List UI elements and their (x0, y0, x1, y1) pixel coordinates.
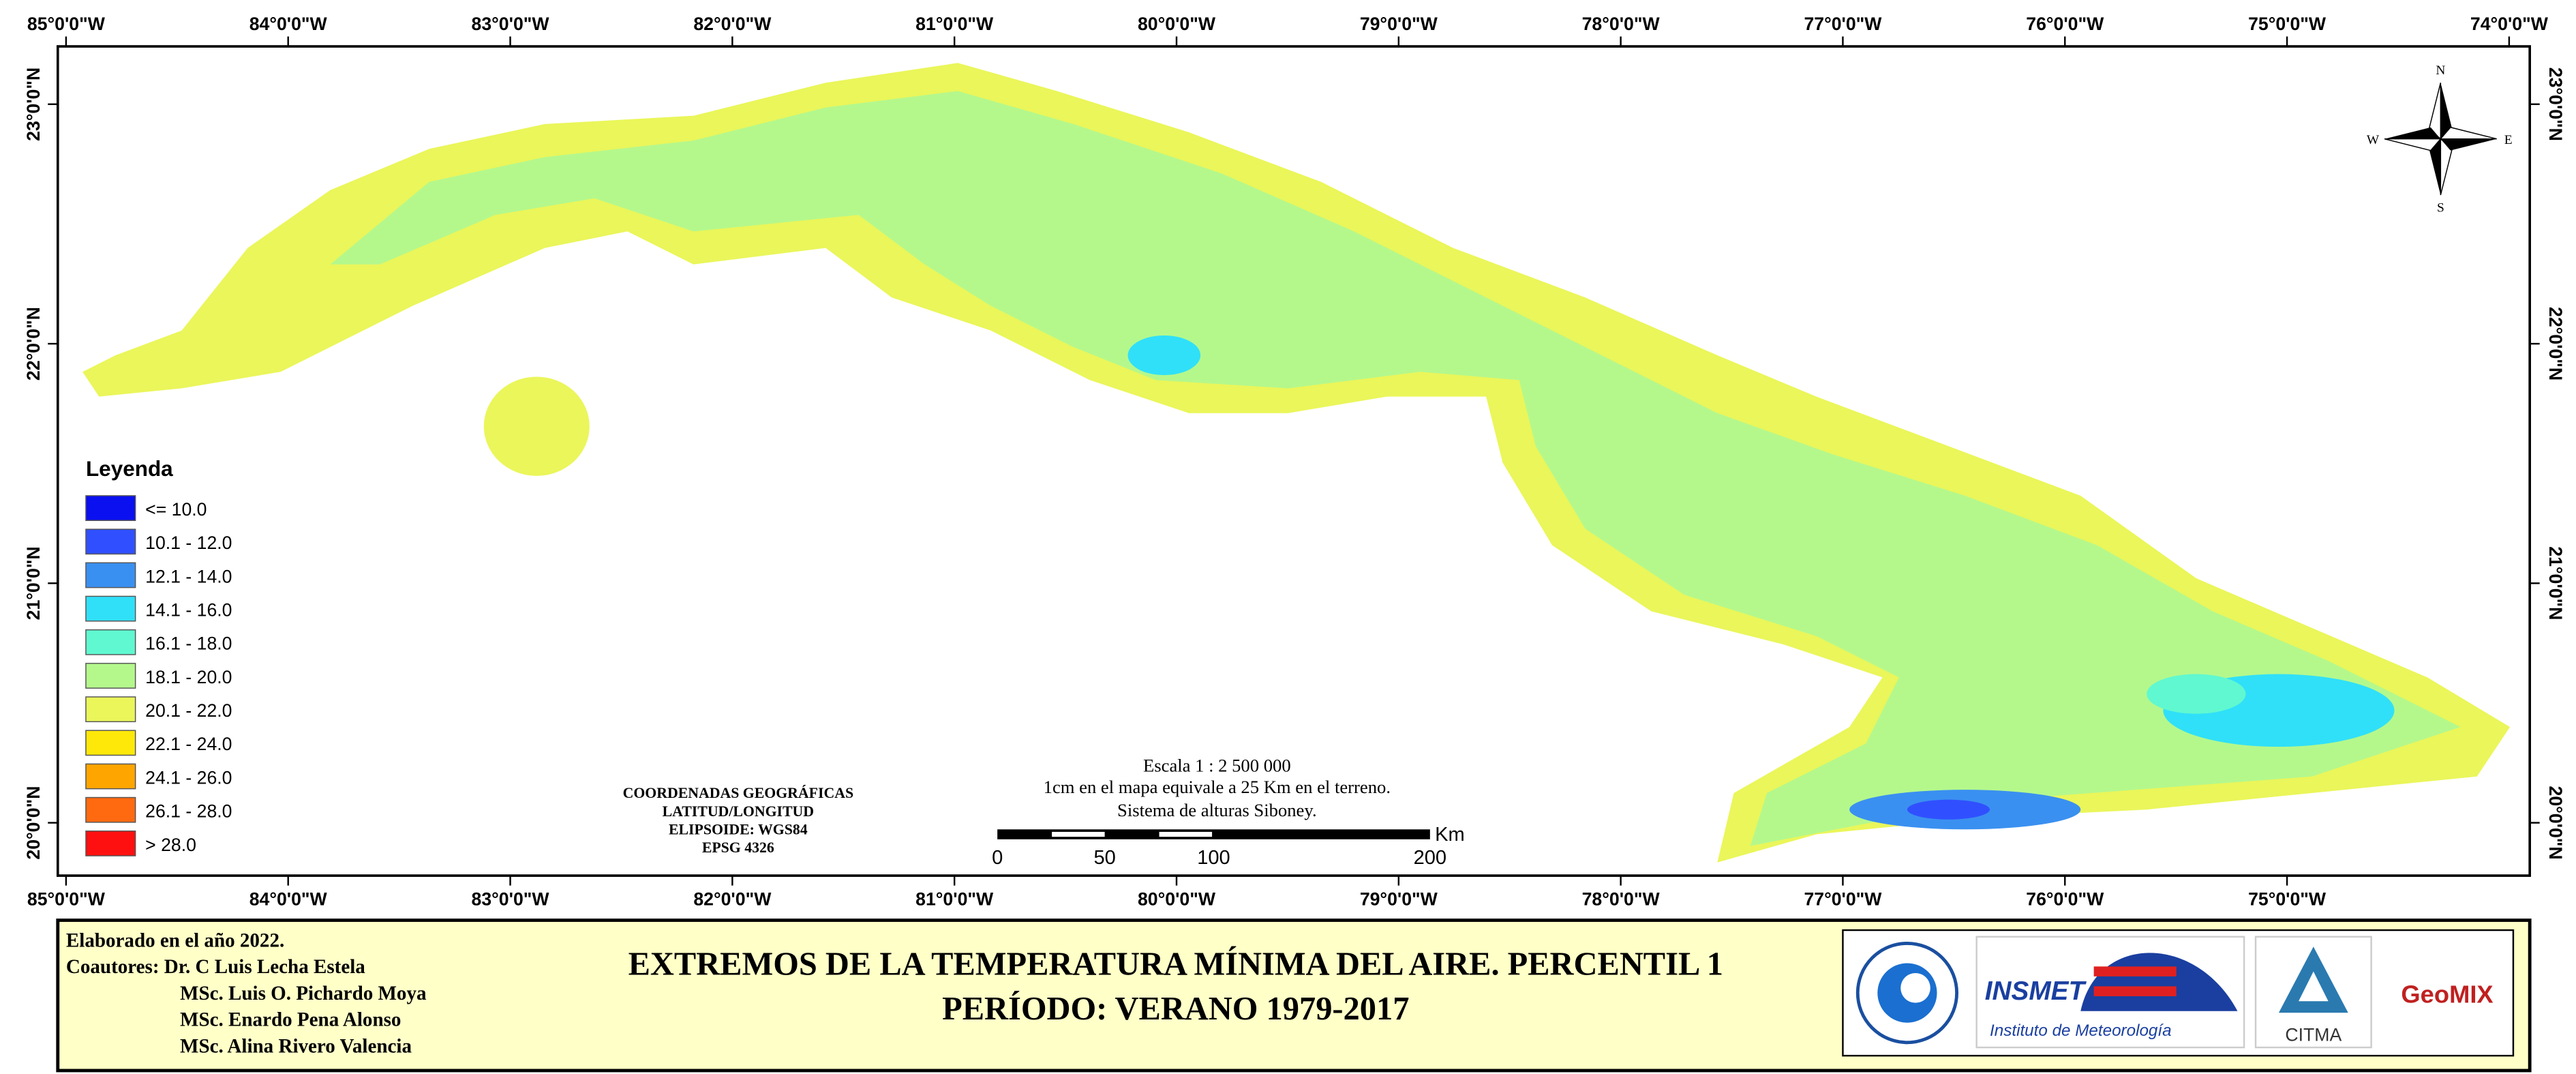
legend-swatch (85, 495, 136, 522)
coordinates-note: COORDENADAS GEOGRÁFICAS LATITUD/LONGITUD… (623, 785, 854, 856)
scale-tick: 200 (1414, 847, 1446, 869)
title-line: PERÍODO: VERANO 1979-2017 (942, 991, 1409, 1027)
credit-line: MSc. Alina Rivero Valencia (180, 1035, 412, 1057)
lon-label: 83°0'0"W (472, 14, 550, 34)
east-label: E (2504, 133, 2513, 147)
north-label: N (2436, 63, 2445, 78)
logo-text: Instituto de Meteorología (1990, 1021, 2172, 1040)
scale-note: Escala 1 : 2 500 000 1cm en el mapa equi… (1044, 755, 1391, 820)
legend-swatch (85, 663, 136, 689)
coord-line: LATITUD/LONGITUD (663, 803, 814, 820)
island (82, 63, 2511, 863)
lat-label: 23°0'0"N (2545, 68, 2566, 141)
lat-label: 22°0'0"N (2545, 307, 2566, 381)
lon-label: 82°0'0"W (693, 14, 772, 34)
title-line: EXTREMOS DE LA TEMPERATURA MÍNIMA DEL AI… (628, 946, 1723, 982)
scale-line: Sistema de alturas Siboney. (1117, 800, 1317, 820)
scale-tick: 50 (1093, 847, 1115, 869)
legend-label: 20.1 - 22.0 (145, 700, 232, 721)
logos: INSMET Instituto de Meteorología CITMA G… (1842, 929, 2515, 1057)
legend-swatch (85, 763, 136, 790)
legend-swatch (85, 696, 136, 723)
credit-line: Coautores: Dr. C Luis Lecha Estela (66, 956, 365, 978)
lat-label: 20°0'0"N (23, 786, 44, 860)
legend-swatch (85, 528, 136, 555)
lon-label: 83°0'0"W (472, 889, 550, 910)
lon-label: 79°0'0"W (1360, 14, 1438, 34)
lat-label: 23°0'0"N (23, 68, 44, 141)
lon-label: 75°0'0"W (2248, 889, 2327, 910)
lon-label: 85°0'0"W (27, 889, 106, 910)
legend-swatch (85, 830, 136, 856)
logo-text: CITMA (2285, 1024, 2342, 1045)
zone-18-20 (330, 91, 2461, 846)
credit-line: MSc. Luis O. Pichardo Moya (180, 983, 427, 1004)
lon-label: 81°0'0"W (915, 14, 994, 34)
scale-unit: Km (1435, 824, 1465, 846)
west-label: W (2367, 133, 2380, 147)
north-arrow: N S W E (2367, 63, 2513, 215)
lat-label: 22°0'0"N (23, 307, 44, 381)
lat-label: 20°0'0"N (2545, 786, 2566, 860)
legend-label: 12.1 - 14.0 (145, 566, 232, 586)
coord-line: COORDENADAS GEOGRÁFICAS (623, 785, 854, 801)
lon-label: 82°0'0"W (693, 889, 772, 910)
legend-label: 26.1 - 28.0 (145, 801, 232, 822)
legend: <= 10.0 10.1 - 12.0 12.1 - 14.0 14.1 - 16.0… (85, 495, 232, 856)
legend-label: 16.1 - 18.0 (145, 633, 232, 654)
legend-label: 24.1 - 26.0 (145, 767, 232, 788)
legend-swatch (85, 629, 136, 655)
legend-label: 22.1 - 24.0 (145, 734, 232, 754)
lon-label: 84°0'0"W (249, 889, 328, 910)
legend-label: > 28.0 (145, 835, 196, 855)
credit-line: Elaborado en el año 2022. (66, 929, 284, 951)
isla-juventud (483, 376, 590, 476)
legend-swatch (85, 796, 136, 823)
lon-label: 85°0'0"W (27, 14, 106, 34)
zone-10-12 (1907, 799, 1990, 820)
scale-tick: 0 (992, 847, 1003, 869)
legend-label: 18.1 - 20.0 (145, 667, 232, 687)
legend-label: 10.1 - 12.0 (145, 533, 232, 553)
credit-line: MSc. Enardo Pena Alonso (180, 1009, 401, 1031)
lon-label: 78°0'0"W (1582, 889, 1661, 910)
legend-swatch (85, 562, 136, 588)
legend-swatch (85, 595, 136, 622)
coord-line: EPSG 4326 (702, 839, 774, 856)
lon-label: 76°0'0"W (2026, 14, 2104, 34)
scale-line: 1cm en el mapa equivale a 25 Km en el te… (1044, 777, 1391, 797)
credits: Elaborado en el año 2022. Coautores: Dr.… (66, 929, 427, 1057)
legend-label: 14.1 - 16.0 (145, 600, 232, 621)
lon-label: 74°0'0"W (2470, 14, 2549, 34)
scale-tick: 100 (1197, 847, 1230, 869)
south-label: S (2437, 200, 2444, 215)
logo-text: INSMET (1985, 976, 2087, 1006)
legend-label: <= 10.0 (145, 499, 207, 520)
graticule: 85°0'0"W 85°0'0"W 84°0'0"W 84°0'0"W 83°0'0"W… (23, 14, 2566, 910)
lon-label: 75°0'0"W (2248, 14, 2327, 34)
lon-label: 78°0'0"W (1582, 14, 1661, 34)
legend-swatch (85, 730, 136, 756)
lat-label: 21°0'0"N (23, 546, 44, 620)
title: EXTREMOS DE LA TEMPERATURA MÍNIMA DEL AI… (628, 946, 1723, 1026)
lon-label: 79°0'0"W (1360, 889, 1438, 910)
scale-bar: 0 50 100 200 Km (992, 824, 1465, 869)
lon-label: 80°0'0"W (1138, 889, 1216, 910)
lon-label: 80°0'0"W (1138, 14, 1216, 34)
zone-14-16 (1127, 335, 1201, 376)
lon-label: 76°0'0"W (2026, 889, 2104, 910)
lon-label: 77°0'0"W (1804, 14, 1882, 34)
coord-line: ELIPSOIDE: WGS84 (669, 822, 808, 838)
lat-label: 21°0'0"N (2545, 546, 2566, 620)
scale-line: Escala 1 : 2 500 000 (1143, 755, 1291, 775)
legend-title: Leyenda (86, 456, 173, 481)
logo-text: GeoMIX (2401, 981, 2493, 1009)
lon-label: 81°0'0"W (915, 889, 994, 910)
lon-label: 77°0'0"W (1804, 889, 1882, 910)
lon-label: 84°0'0"W (249, 14, 328, 34)
zone-16-18 (2147, 674, 2246, 714)
